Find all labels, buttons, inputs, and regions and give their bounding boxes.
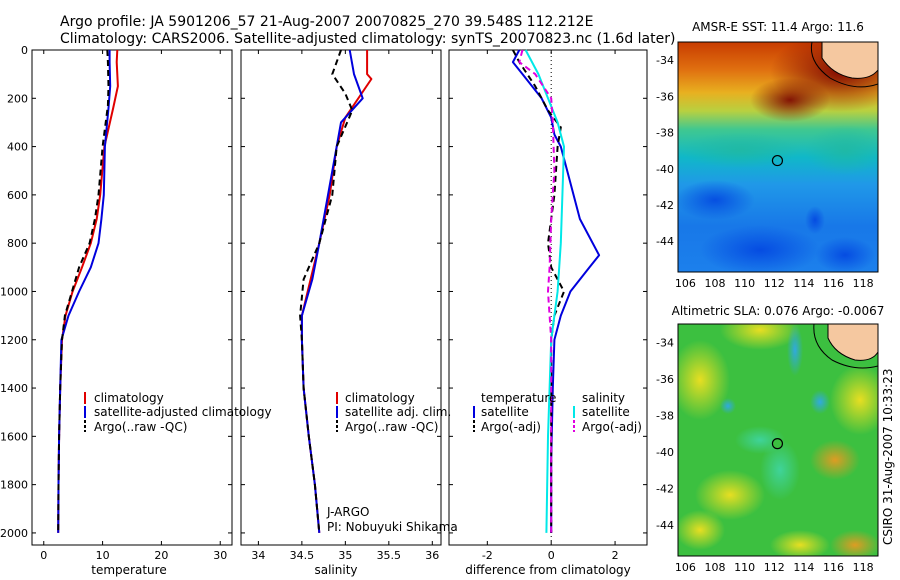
series-line-temperature-argo-adj	[512, 49, 565, 533]
map-y-tick-label: -34	[656, 54, 674, 67]
sst-map-title: AMSR-E SST: 11.4 Argo: 11.6	[692, 20, 864, 34]
legend-label-climatology: climatology	[94, 391, 164, 405]
y-tick-label: 400	[7, 141, 28, 154]
legend-label-satellite: satellite-adjusted climatology	[94, 405, 272, 419]
map-x-tick-label: 116	[823, 277, 844, 290]
x-tick-label: 0	[40, 549, 47, 562]
map-y-tick-label: -36	[656, 90, 674, 103]
series-line-argo	[57, 49, 110, 533]
salinity-legend: climatology satellite adj. clim. Argo(..…	[336, 391, 451, 434]
map-x-tick-label: 112	[764, 277, 785, 290]
map-x-tick-label: 118	[853, 277, 874, 290]
legend-title-salinity: salinity	[582, 391, 625, 405]
x-tick-label: 10	[96, 549, 110, 562]
y-tick-label: 200	[7, 92, 28, 105]
x-tick-label: 30	[213, 549, 227, 562]
y-tick-label: 2000	[0, 527, 28, 540]
x-tick-label: -2	[482, 549, 493, 562]
y-tick-label: 800	[7, 237, 28, 250]
contour-line	[813, 324, 878, 369]
series-line-satellite	[300, 49, 364, 533]
legend-label-temp-argo: Argo(-adj)	[481, 420, 541, 434]
map-y-tick-label: -36	[656, 373, 674, 386]
x-tick-label: 35	[338, 549, 352, 562]
sla-map-title: Altimetric SLA: 0.076 Argo: -0.0067	[672, 304, 885, 318]
sla-map-frame	[677, 323, 879, 557]
temperature-xlabel: temperature	[91, 563, 166, 577]
header-line-2: Climatology: CARS2006. Satellite-adjuste…	[60, 31, 675, 47]
map-x-tick-label: 116	[823, 561, 844, 574]
map-x-tick-label: 106	[675, 561, 696, 574]
y-tick-label: 1600	[0, 430, 28, 443]
difference-legend: temperature satellite Argo(-adj) salinit…	[473, 391, 642, 434]
float-org-label: J-ARGO	[326, 505, 369, 519]
legend-label-argo: Argo(..raw -QC)	[94, 420, 187, 434]
legend-label-argo: Argo(..raw -QC)	[345, 420, 438, 434]
map-y-tick-label: -44	[656, 235, 674, 248]
credit-label: CSIRO 31-Aug-2007 10:33:23	[881, 369, 895, 545]
legend-label-climatology: climatology	[345, 391, 415, 405]
map-y-tick-label: -40	[656, 446, 674, 459]
series-line-salinity-satellite	[524, 49, 565, 533]
map-x-tick-label: 108	[705, 561, 726, 574]
sst-map-field	[678, 42, 878, 272]
map-y-tick-label: -42	[656, 199, 674, 212]
series-line-temperature-satellite	[511, 49, 601, 533]
land-australia	[827, 324, 878, 361]
y-tick-label: 1800	[0, 479, 28, 492]
land-australia	[821, 42, 878, 79]
difference-xlabel: difference from climatology	[465, 563, 631, 577]
legend-label-sal-satellite: satellite	[582, 405, 630, 419]
map-x-tick-label: 114	[793, 561, 814, 574]
map-x-tick-label: 114	[793, 277, 814, 290]
y-tick-label: 1400	[0, 382, 28, 395]
difference-panel	[448, 49, 648, 546]
x-tick-label: 0	[548, 549, 555, 562]
legend-label-sal-argo: Argo(-adj)	[582, 420, 642, 434]
map-x-tick-label: 118	[853, 561, 874, 574]
series-line-argo	[299, 49, 354, 533]
y-tick-label: 600	[7, 189, 28, 202]
y-tick-label: 1200	[0, 334, 28, 347]
x-tick-label: 35.5	[377, 549, 402, 562]
sla-map-field	[678, 324, 878, 556]
map-x-tick-label: 108	[705, 277, 726, 290]
series-line-climatology	[57, 49, 119, 533]
map-y-tick-label: -40	[656, 163, 674, 176]
map-x-tick-label: 110	[734, 561, 755, 574]
x-tick-label: 2	[612, 549, 619, 562]
argo-float-marker	[771, 438, 784, 450]
map-x-tick-label: 112	[764, 561, 785, 574]
x-tick-label: 20	[154, 549, 168, 562]
legend-label-temp-satellite: satellite	[481, 405, 529, 419]
legend-title-temperature: temperature	[481, 391, 556, 405]
series-line-satellite	[57, 50, 112, 533]
sst-map-frame	[677, 41, 879, 273]
x-tick-label: 36	[425, 549, 439, 562]
salinity-xlabel: salinity	[314, 563, 357, 577]
y-tick-label: 1000	[0, 285, 28, 298]
map-x-tick-label: 110	[734, 277, 755, 290]
float-pi-label: PI: Nobuyuki Shikama	[327, 520, 458, 534]
legend-label-satellite: satellite adj. clim.	[345, 405, 451, 419]
x-tick-label: 34.5	[290, 549, 315, 562]
argo-float-marker	[771, 154, 784, 167]
map-x-tick-label: 106	[675, 277, 696, 290]
profile-lines	[57, 49, 601, 533]
map-y-tick-label: -38	[656, 409, 674, 422]
series-line-salinity-argo-adj	[518, 49, 556, 533]
y-tick-label: 0	[21, 44, 28, 57]
map-y-tick-label: -34	[656, 336, 674, 349]
x-tick-label: 34	[251, 549, 265, 562]
temperature-legend: climatology satellite-adjusted climatolo…	[84, 391, 272, 434]
map-y-tick-label: -38	[656, 127, 674, 140]
contour-line	[810, 42, 878, 88]
header-line-1: Argo profile: JA 5901206_57 21-Aug-2007 …	[60, 14, 593, 30]
map-y-tick-label: -44	[656, 519, 674, 532]
map-y-tick-label: -42	[656, 482, 674, 495]
temperature-panel	[31, 49, 233, 546]
